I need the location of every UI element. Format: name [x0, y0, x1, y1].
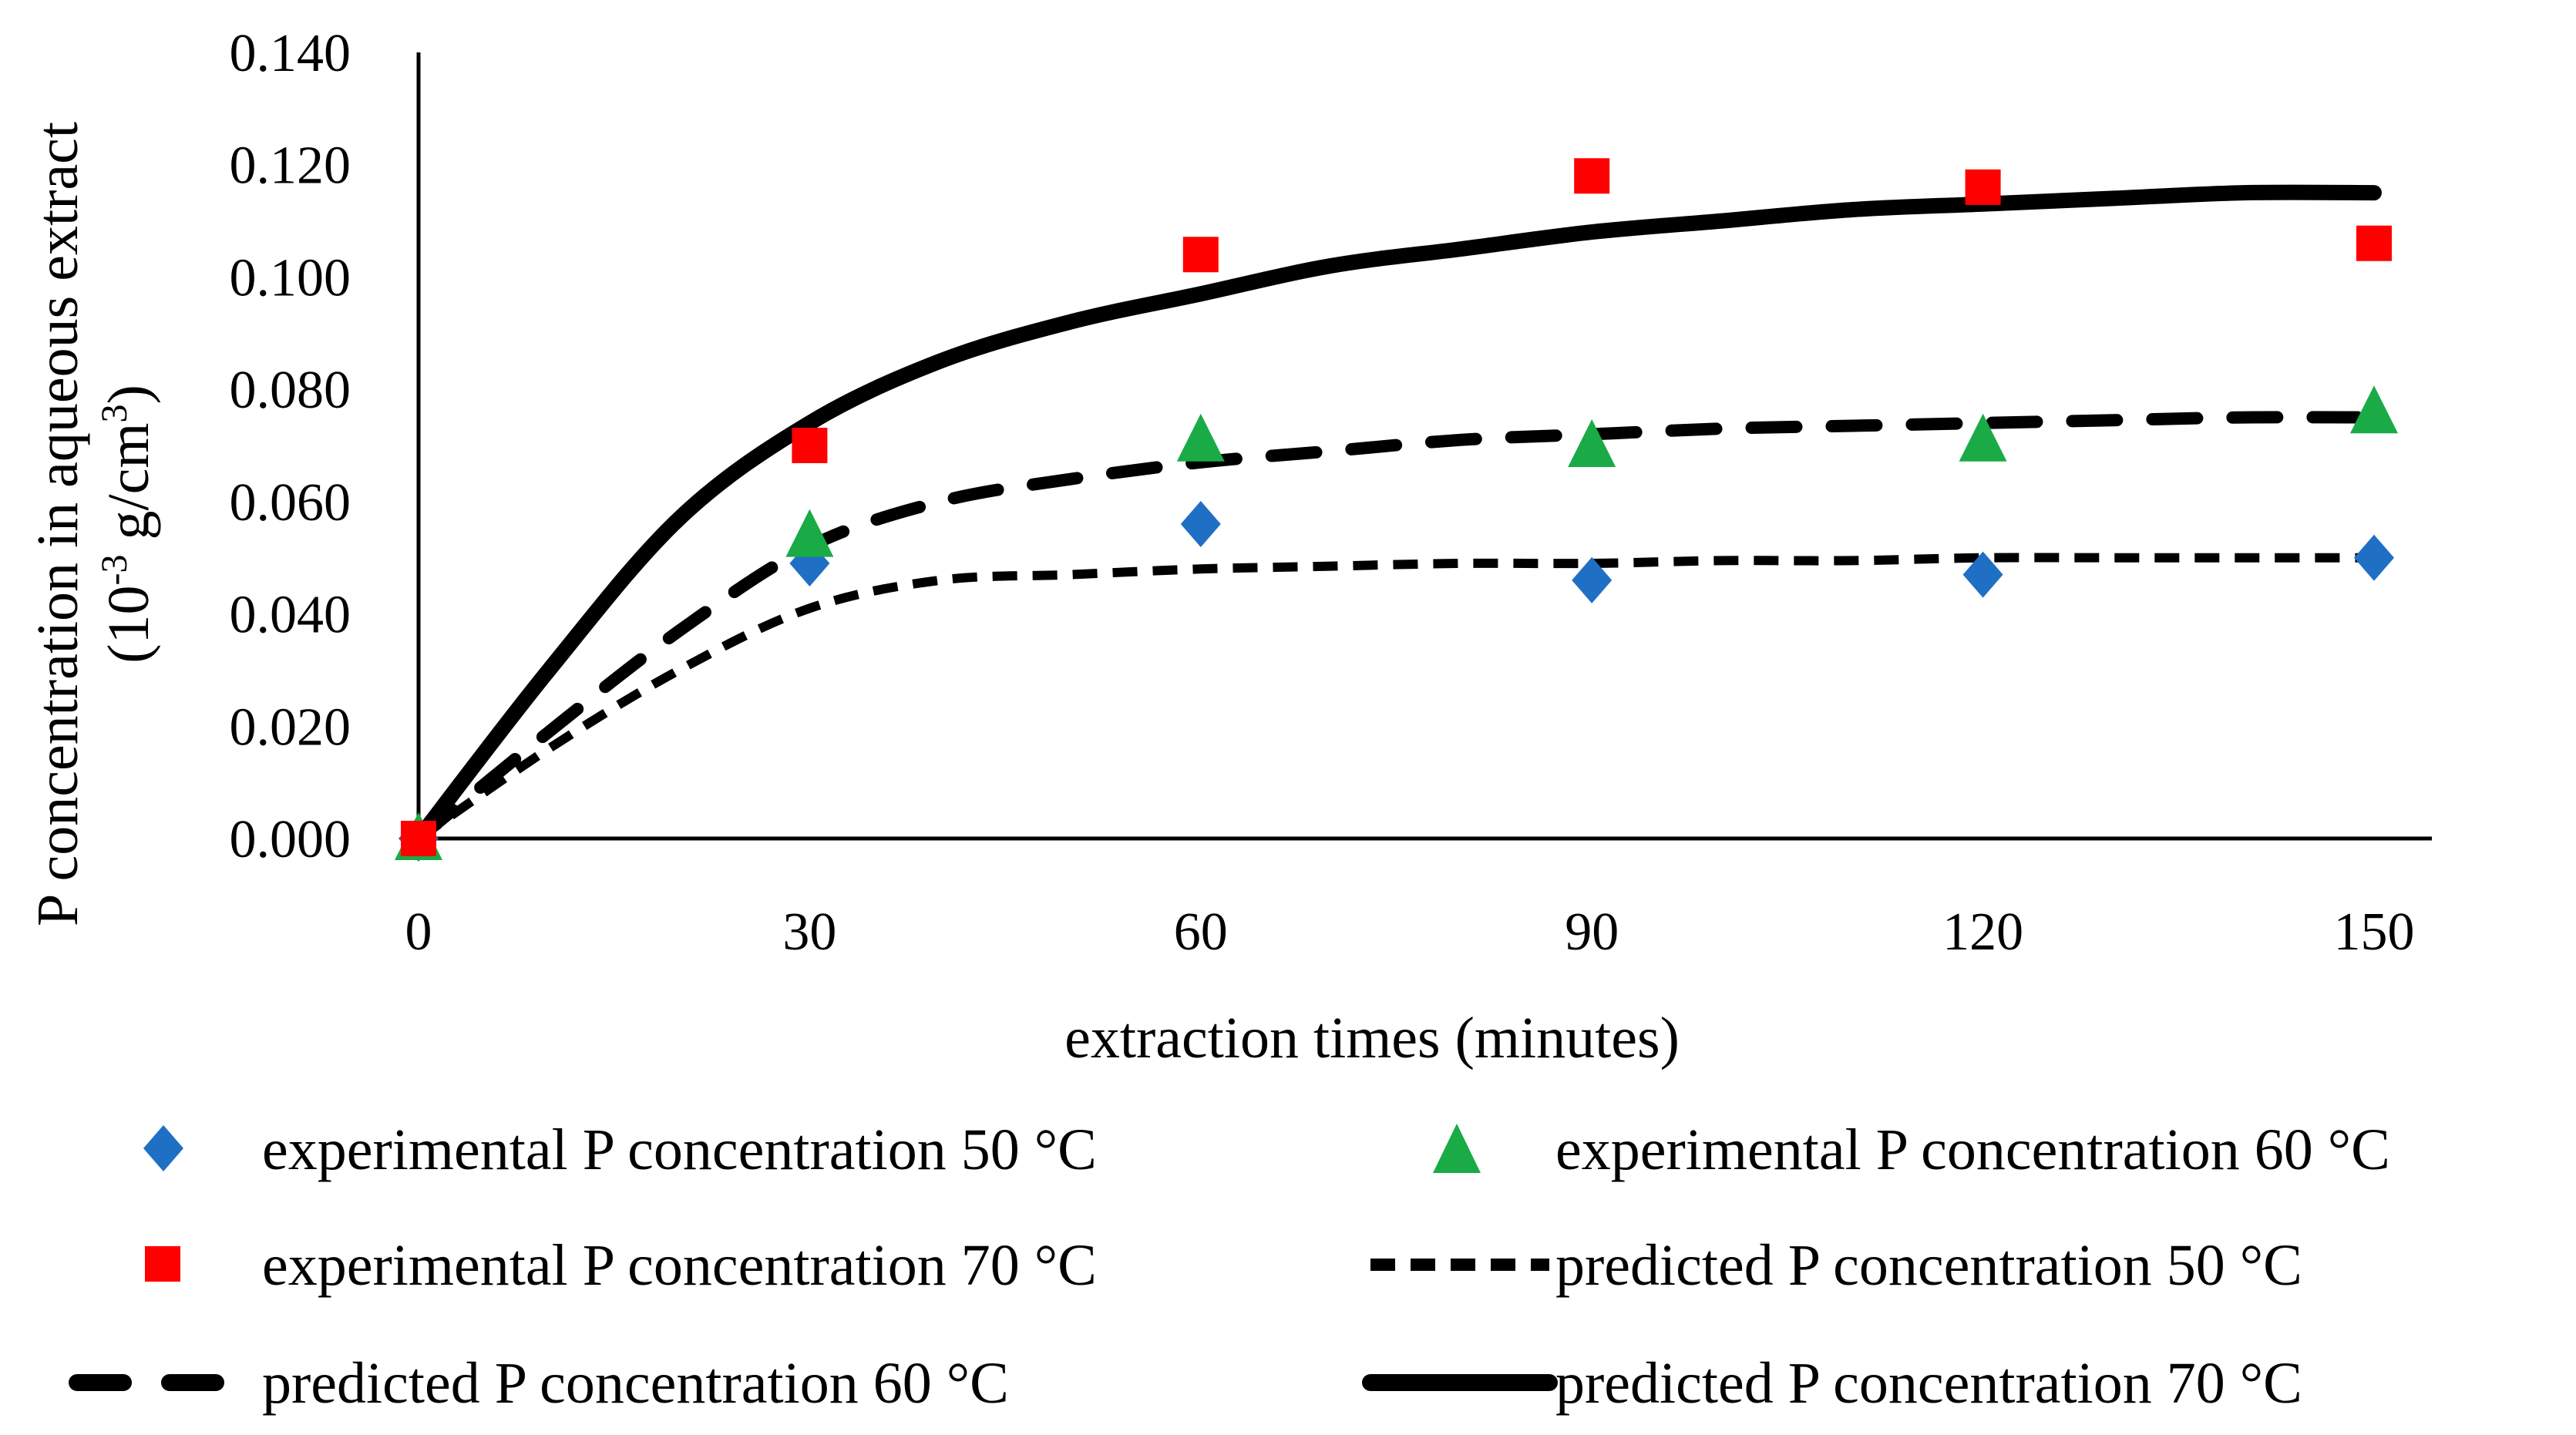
data-point-diamond: [1962, 551, 2003, 598]
legend-label-exp-50: experimental P concentration 50 °C: [262, 1117, 1097, 1182]
legend-label-pred-60: predicted P concentration 60 °C: [262, 1351, 1009, 1416]
predicted-line-60: [412, 411, 2380, 845]
predicted-line-70: [411, 184, 2382, 846]
legend-label-pred-70: predicted P concentration 70 °C: [1555, 1351, 2302, 1416]
x-axis-title: extraction times (minutes): [1064, 1006, 1680, 1070]
y-tick-label: 0.000: [230, 810, 351, 869]
legend-label-exp-60: experimental P concentration 60 °C: [1555, 1117, 2390, 1182]
legend-item-pred-50: predicted P concentration 50 °C: [1370, 1233, 2302, 1298]
legend-label-pred-50: predicted P concentration 50 °C: [1555, 1233, 2302, 1298]
legend-item-exp-60: experimental P concentration 60 °C: [1433, 1117, 2390, 1182]
legend-item-pred-60: predicted P concentration 60 °C: [69, 1351, 1009, 1416]
x-tick-label: 90: [1565, 902, 1619, 962]
legend-diamond-marker: [143, 1125, 183, 1171]
data-point-square: [2356, 225, 2392, 261]
y-tick-label: 0.020: [230, 697, 351, 757]
x-tick-label: 150: [2334, 902, 2415, 962]
data-point-triangle: [1959, 413, 2007, 462]
y-tick-label: 0.080: [230, 361, 351, 420]
x-tick-label: 60: [1174, 902, 1228, 962]
predicted-line-50: [415, 553, 2374, 842]
y-tick-label: 0.140: [230, 24, 351, 83]
x-tick-label: 120: [1942, 902, 2023, 962]
axes: [416, 52, 2432, 841]
y-tick-label: 0.040: [230, 586, 351, 645]
data-point-diamond: [1572, 556, 1613, 603]
legend-item-pred-70: predicted P concentration 70 °C: [1362, 1351, 2302, 1416]
y-tick-label: 0.100: [230, 248, 351, 308]
tick-labels: 0.000 0.020 0.040 0.060 0.080 0.100 0.120 0.140…: [230, 24, 2415, 962]
data-point-square: [792, 428, 828, 463]
legend-item-exp-50: experimental P concentration 50 °C: [143, 1117, 1097, 1182]
x-tick-label: 0: [405, 902, 432, 962]
legend-square-marker: [145, 1246, 180, 1282]
legend-item-exp-70: experimental P concentration 70 °C: [145, 1233, 1097, 1298]
data-point-square: [1182, 237, 1219, 273]
y-tick-label: 0.060: [230, 473, 351, 533]
legend: experimental P concentration 50 °C exper…: [69, 1117, 2390, 1416]
data-point-square: [1965, 169, 2001, 205]
data-point-triangle: [1176, 413, 1225, 462]
data-point-square: [1574, 158, 1610, 194]
legend-label-exp-70: experimental P concentration 70 °C: [262, 1233, 1097, 1298]
data-point-triangle: [1568, 419, 1616, 467]
y-axis-title: P concentration in aqueous extract (10-3…: [25, 122, 161, 926]
data-point-triangle: [2350, 385, 2398, 434]
y-tick-label: 0.120: [230, 136, 351, 196]
y-axis-title-line2: (10-3 g/cm3): [94, 385, 161, 664]
legend-triangle-marker: [1433, 1124, 1481, 1173]
x-tick-label: 30: [782, 902, 836, 962]
data-point-triangle: [785, 509, 834, 557]
data-point-diamond: [1180, 501, 1221, 547]
experimental-markers: [395, 158, 2398, 862]
predicted-lines: [411, 184, 2382, 846]
y-axis-title-line1: P concentration in aqueous extract: [25, 122, 90, 926]
data-point-square: [401, 821, 436, 856]
data-point-diamond: [2354, 534, 2394, 581]
